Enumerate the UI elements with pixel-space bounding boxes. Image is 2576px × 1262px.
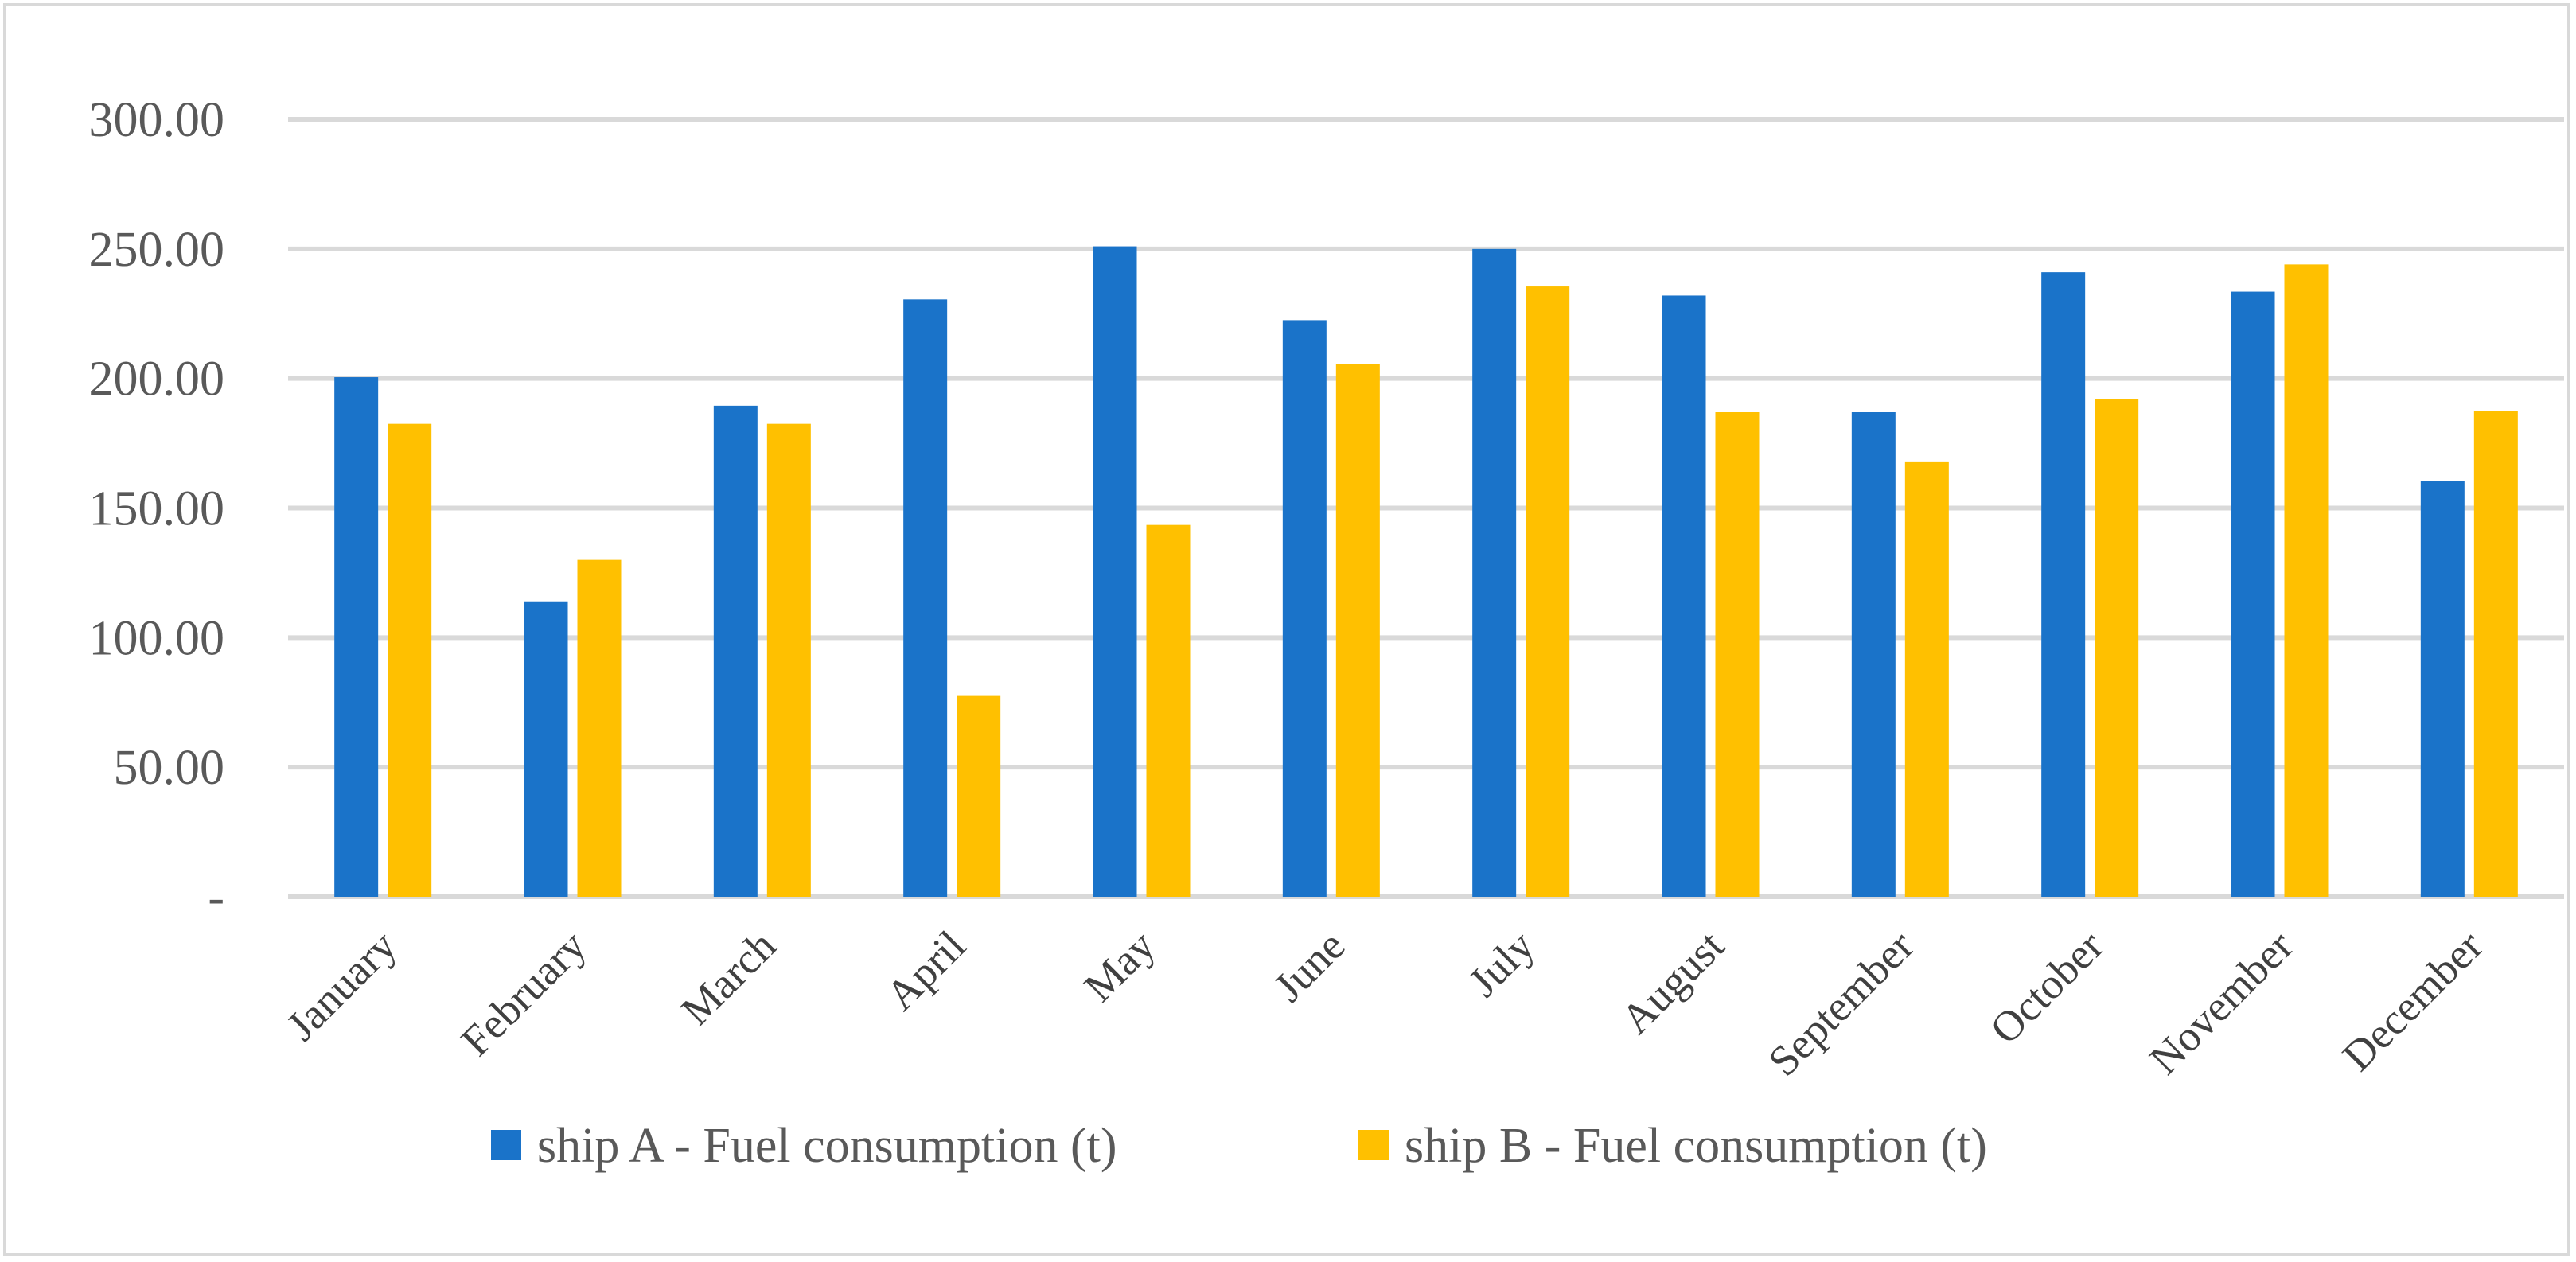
x-category-label: June — [1265, 921, 1354, 1011]
x-category-label: April — [877, 921, 975, 1019]
bar-ship-a-august — [1662, 295, 1706, 897]
y-tick-label: 250.00 — [89, 223, 225, 277]
y-tick-label: 50.00 — [114, 741, 225, 795]
chart-frame: - 50.00 100.00 150.00 200.00 250.00 300.00 Jan… — [3, 3, 2570, 1256]
legend-label: ship A - Fuel consumption (t) — [537, 1119, 1117, 1173]
x-category-label: May — [1075, 921, 1164, 1011]
y-axis-tick-labels: - 50.00 100.00 150.00 200.00 250.00 300.00 — [89, 93, 225, 925]
bar-ship-a-april — [903, 299, 948, 897]
y-tick-label: 150.00 — [89, 482, 225, 536]
bar-ship-a-november — [2231, 291, 2275, 897]
x-category-label: July — [1459, 921, 1544, 1006]
bar-ship-a-october — [2041, 272, 2086, 898]
bar-ship-a-january — [334, 377, 379, 897]
legend-label: ship B - Fuel consumption (t) — [1405, 1119, 1987, 1173]
bar-ship-b-march — [766, 423, 811, 897]
bar-ship-a-june — [1282, 320, 1327, 897]
x-category-label: November — [2140, 921, 2302, 1084]
bar-ship-b-may — [1146, 524, 1191, 897]
bar-ship-a-february — [524, 601, 568, 897]
gridlines — [288, 117, 2564, 899]
bar-ship-b-november — [2284, 264, 2329, 898]
x-category-label: September — [1760, 921, 1923, 1085]
x-category-label: August — [1611, 921, 1733, 1043]
bar-ship-a-september — [1851, 412, 1896, 897]
bar-ship-b-september — [1904, 461, 1949, 897]
legend-swatch — [1358, 1130, 1389, 1160]
x-category-label: October — [1981, 921, 2112, 1053]
x-category-label: February — [452, 921, 595, 1065]
bar-ship-b-june — [1335, 364, 1380, 897]
bar-ship-b-october — [2095, 399, 2139, 898]
y-tick-label: 200.00 — [89, 353, 225, 407]
bar-ship-b-january — [388, 423, 432, 897]
bar-ship-a-july — [1472, 248, 1517, 897]
bar-ship-b-july — [1526, 286, 1570, 897]
bar-ship-a-december — [2420, 481, 2465, 897]
x-axis-category-labels: January February March April May June July Augu… — [277, 921, 2492, 1085]
bars — [334, 246, 2518, 898]
bar-chart: - 50.00 100.00 150.00 200.00 250.00 300.00 Jan… — [89, 93, 2564, 1173]
x-category-label: March — [672, 921, 785, 1034]
bar-ship-a-march — [713, 405, 758, 897]
x-category-label: January — [277, 921, 405, 1050]
x-category-label: December — [2333, 921, 2492, 1080]
legend: ship A - Fuel consumption (t) ship B - Fu… — [491, 1119, 1987, 1173]
y-tick-label: 100.00 — [89, 611, 225, 665]
y-tick-label: 300.00 — [89, 93, 225, 147]
bar-ship-b-april — [957, 695, 1001, 897]
y-tick-label: - — [208, 871, 224, 925]
bar-ship-b-february — [577, 559, 622, 897]
legend-swatch — [491, 1130, 521, 1160]
bar-ship-b-december — [2473, 411, 2518, 897]
bar-ship-a-may — [1093, 246, 1137, 897]
bar-ship-b-august — [1715, 412, 1760, 897]
